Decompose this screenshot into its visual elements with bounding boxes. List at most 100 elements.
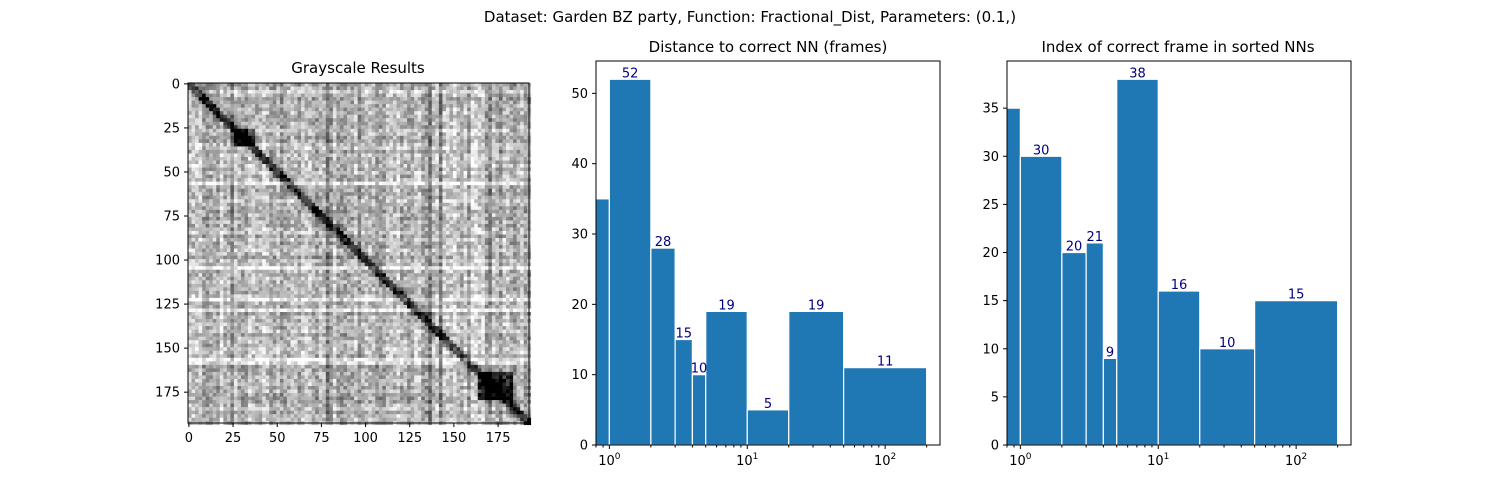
- heatmap-cell: [484, 241, 489, 246]
- heatmap-cell: [509, 178, 514, 182]
- heatmap-cell: [438, 121, 443, 126]
- heatmap-cell: [481, 111, 486, 116]
- heatmap-cell: [212, 185, 217, 189]
- heatmap-cell: [209, 100, 214, 105]
- heatmap-cell: [435, 160, 440, 165]
- heatmap-cell: [407, 139, 411, 144]
- heatmap-cell: [502, 202, 507, 207]
- heatmap-cell: [414, 192, 418, 197]
- heatmap-cell: [315, 248, 320, 253]
- heatmap-cell: [265, 111, 270, 116]
- heatmap-cell: [491, 220, 496, 225]
- heatmap-cell: [209, 234, 214, 239]
- heatmap-cell: [410, 181, 415, 186]
- heatmap-cell: [456, 202, 461, 207]
- heatmap-cell: [304, 238, 309, 242]
- heatmap-cell: [191, 156, 196, 161]
- heatmap-cell: [389, 164, 394, 168]
- heatmap-cell: [223, 167, 228, 172]
- heatmap-cell: [400, 104, 404, 108]
- heatmap-cell: [431, 181, 436, 186]
- heatmap-cell: [449, 107, 454, 112]
- heatmap-cell: [212, 167, 217, 172]
- heatmap-cell: [467, 153, 471, 158]
- heatmap-cell: [513, 223, 517, 228]
- heatmap-cell: [407, 245, 411, 249]
- heatmap-cell: [294, 164, 298, 168]
- heatmap-cell: [477, 125, 482, 130]
- heatmap-cell: [495, 114, 500, 119]
- heatmap-cell: [400, 248, 404, 253]
- heatmap-cell: [241, 93, 245, 98]
- heatmap-cell: [392, 234, 397, 239]
- heatmap-cell: [350, 93, 355, 98]
- heatmap-cell: [212, 195, 217, 200]
- heatmap-cell: [350, 153, 355, 158]
- heatmap-cell: [198, 90, 203, 94]
- heatmap-cell: [216, 178, 221, 182]
- heatmap-cell: [456, 83, 461, 87]
- heatmap-cell: [361, 252, 365, 256]
- heatmap-cell: [389, 83, 394, 87]
- heatmap-cell: [318, 135, 323, 140]
- heatmap-cell: [283, 128, 288, 133]
- heatmap-cell: [276, 223, 281, 228]
- heatmap-cell: [339, 135, 344, 140]
- heatmap-cell: [294, 139, 298, 144]
- heatmap-cell: [195, 181, 199, 186]
- heatmap-cell: [329, 97, 334, 101]
- heatmap-cell: [506, 107, 510, 112]
- heatmap-cell: [283, 238, 288, 242]
- heatmap-cell: [332, 234, 337, 239]
- heatmap-cell: [219, 227, 224, 232]
- heatmap-cell: [237, 199, 242, 204]
- heatmap-cell: [474, 259, 479, 263]
- heatmap-cell: [403, 164, 408, 168]
- heatmap-cell: [325, 153, 330, 158]
- heatmap-cell: [258, 128, 263, 133]
- heatmap-cell: [290, 104, 295, 108]
- heatmap-cell: [318, 195, 323, 200]
- heatmap-cell: [502, 238, 507, 242]
- heatmap-cell: [233, 192, 238, 197]
- heatmap-cell: [301, 97, 305, 101]
- heatmap-cell: [251, 121, 256, 126]
- heatmap-cell: [202, 97, 206, 101]
- heatmap-cell: [347, 188, 351, 193]
- heatmap-cell: [322, 167, 327, 172]
- heatmap-cell: [421, 167, 426, 172]
- heatmap-cell: [226, 156, 231, 161]
- heatmap-cell: [456, 107, 461, 112]
- heatmap-cell: [262, 248, 267, 253]
- heatmap-cell: [343, 206, 348, 211]
- heatmap-cell: [400, 167, 404, 172]
- heatmap-cell: [308, 160, 312, 165]
- heatmap-cell: [241, 97, 245, 101]
- heatmap-cell: [265, 167, 270, 172]
- heatmap-cell: [453, 128, 457, 133]
- heatmap-cell: [279, 93, 284, 98]
- heatmap-cell: [219, 83, 224, 87]
- heatmap-cell: [502, 188, 507, 193]
- heatmap-cell: [502, 121, 507, 126]
- heatmap-cell: [435, 174, 440, 179]
- heatmap-cell: [301, 153, 305, 158]
- heatmap-cell: [205, 100, 210, 105]
- heatmap-cell: [428, 227, 433, 232]
- heatmap-cell: [389, 192, 394, 197]
- heatmap-cell: [209, 195, 214, 200]
- heatmap-cell: [315, 195, 320, 200]
- heatmap-cell: [354, 199, 358, 204]
- heatmap-cell: [357, 202, 362, 207]
- heatmap-cell: [445, 192, 450, 197]
- heatmap-cell: [290, 178, 295, 182]
- heatmap-cell: [400, 220, 404, 225]
- heatmap-cell: [276, 174, 281, 179]
- heatmap-cell: [396, 259, 401, 263]
- heatmap-cell: [315, 107, 320, 112]
- heatmap-cell: [417, 100, 422, 105]
- heatmap-cell: [279, 259, 284, 263]
- heatmap-cell: [258, 199, 263, 204]
- heatmap-cell: [403, 202, 408, 207]
- heatmap-cell: [498, 185, 503, 189]
